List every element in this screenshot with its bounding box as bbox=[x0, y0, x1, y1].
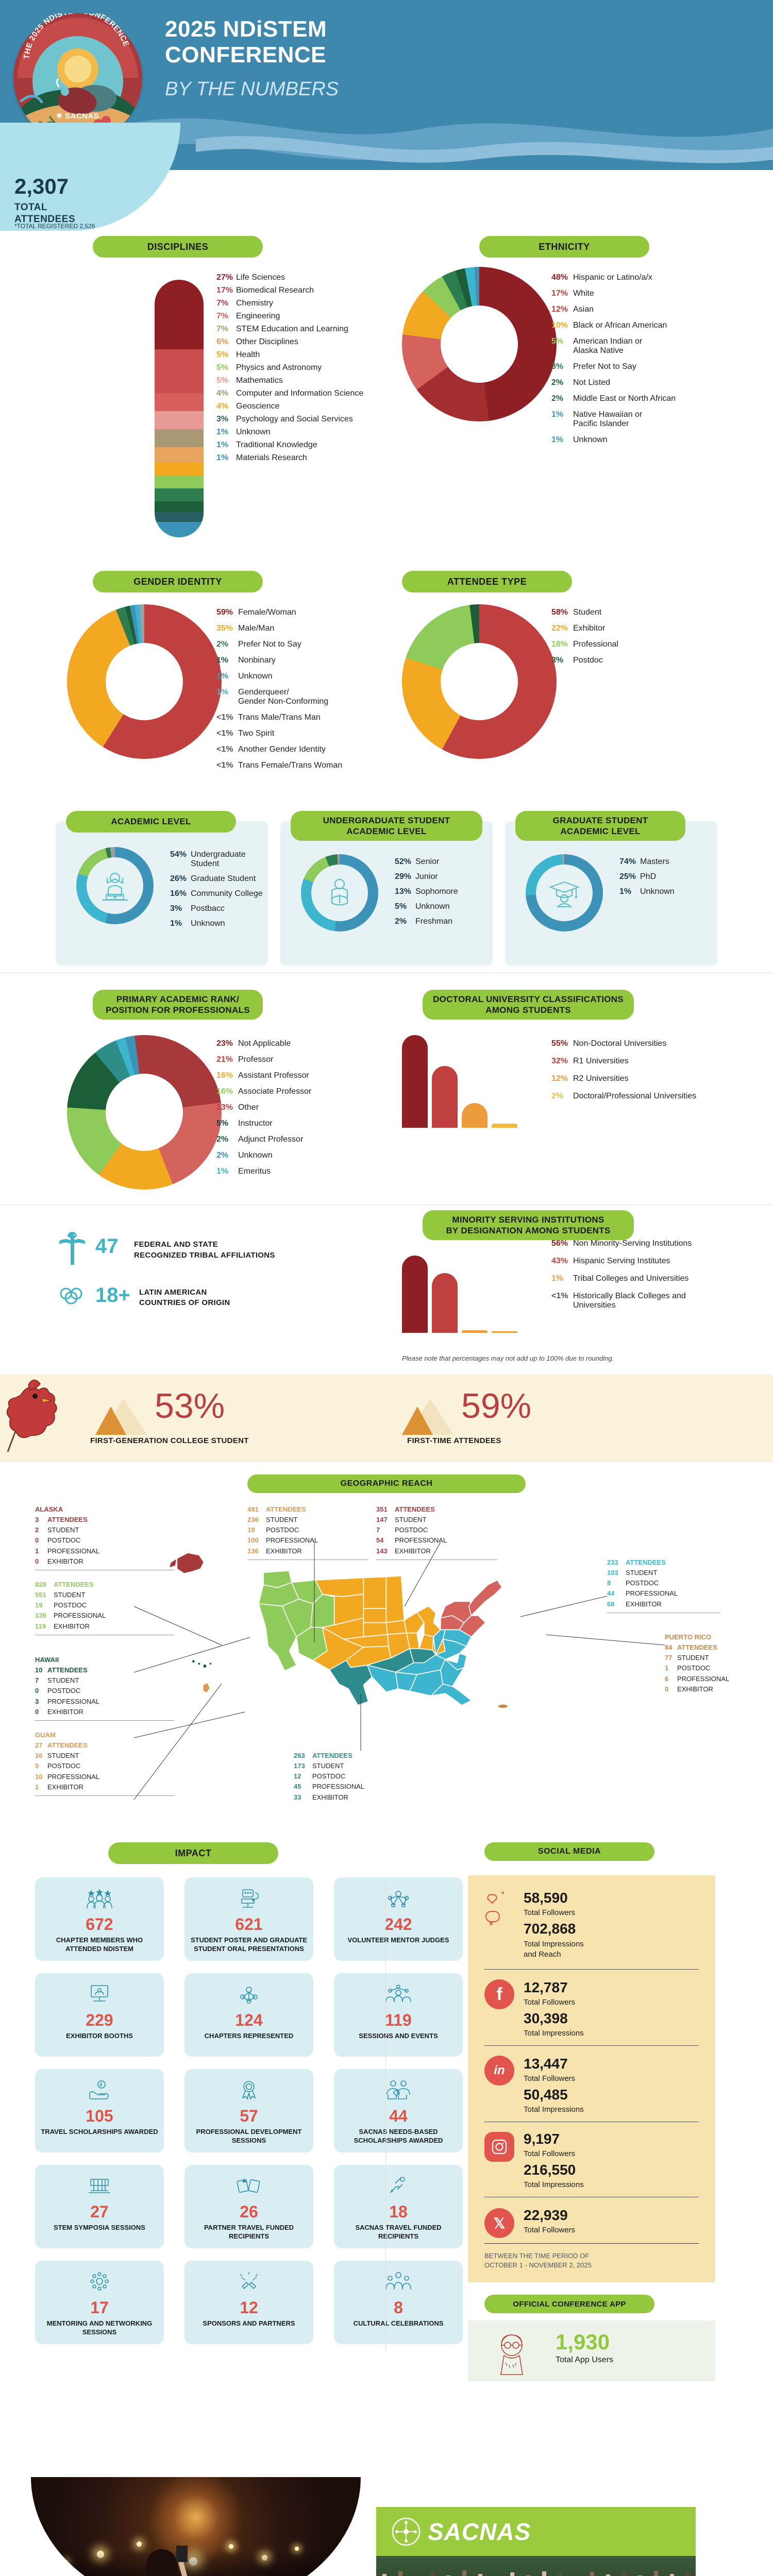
svg-text:$: $ bbox=[99, 2083, 102, 2088]
